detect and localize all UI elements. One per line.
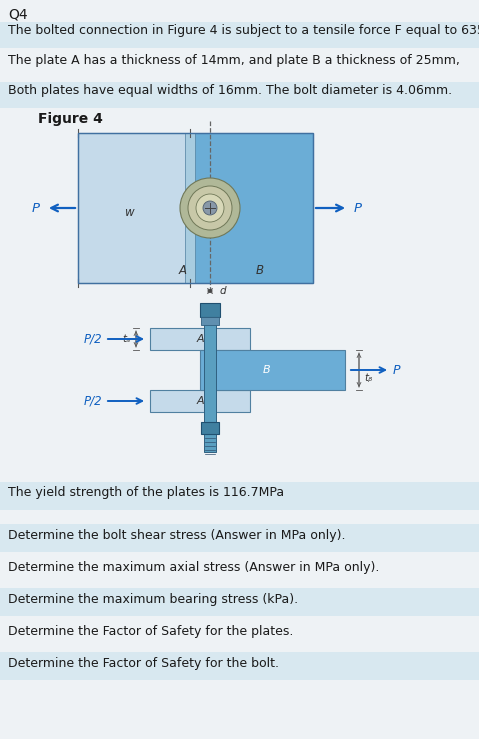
Text: d: d [220, 286, 227, 296]
Bar [201, 317, 219, 325]
Bar [0, 652, 479, 680]
Text: P: P [393, 364, 400, 376]
Text: P: P [354, 202, 362, 214]
Text: w: w [125, 206, 135, 219]
Text: A: A [196, 334, 204, 344]
Bar [0, 588, 479, 616]
Text: tᵦ: tᵦ [364, 373, 372, 383]
Bar [0, 22, 479, 48]
Bar [150, 328, 250, 350]
Bar [200, 303, 220, 317]
Text: The yield strength of the plates is 116.7MPa: The yield strength of the plates is 116.… [8, 486, 284, 499]
Bar [78, 133, 190, 283]
Text: tₐ: tₐ [123, 334, 131, 344]
Bar [0, 620, 479, 648]
Text: Determine the maximum bearing stress (kPa).: Determine the maximum bearing stress (kP… [8, 593, 298, 606]
Bar [0, 524, 479, 552]
Text: P: P [32, 202, 40, 214]
Bar [201, 422, 219, 434]
Text: Determine the maximum axial stress (Answer in MPa only).: Determine the maximum axial stress (Answ… [8, 561, 379, 574]
Circle shape [188, 186, 232, 230]
Bar [204, 303, 216, 452]
Text: Q4: Q4 [8, 8, 28, 22]
Circle shape [180, 178, 240, 238]
Bar [0, 482, 479, 510]
Circle shape [196, 194, 224, 222]
Bar [0, 52, 479, 78]
Bar [150, 390, 250, 412]
Circle shape [203, 201, 217, 215]
Text: A: A [196, 396, 204, 406]
Text: B: B [263, 365, 271, 375]
Text: P/2: P/2 [83, 395, 102, 407]
Text: Figure 4: Figure 4 [38, 112, 103, 126]
Text: The plate A has a thickness of 14mm, and plate B a thickness of 25mm,: The plate A has a thickness of 14mm, and… [8, 54, 460, 67]
Text: A: A [179, 265, 187, 278]
Text: B: B [256, 265, 264, 278]
Text: Both plates have equal widths of 16mm. The bolt diameter is 4.06mm.: Both plates have equal widths of 16mm. T… [8, 84, 452, 97]
Bar [0, 82, 479, 108]
Text: P/2: P/2 [83, 333, 102, 346]
Text: Determine the Factor of Safety for the plates.: Determine the Factor of Safety for the p… [8, 625, 293, 638]
Bar [78, 133, 313, 283]
Text: Determine the bolt shear stress (Answer in MPa only).: Determine the bolt shear stress (Answer … [8, 529, 345, 542]
Text: The bolted connection in Figure 4 is subject to a tensile force F equal to 6353N: The bolted connection in Figure 4 is sub… [8, 24, 479, 37]
Bar [190, 133, 313, 283]
Bar [200, 350, 345, 390]
Bar [0, 556, 479, 584]
Text: Determine the Factor of Safety for the bolt.: Determine the Factor of Safety for the b… [8, 657, 279, 670]
Bar [185, 133, 195, 283]
